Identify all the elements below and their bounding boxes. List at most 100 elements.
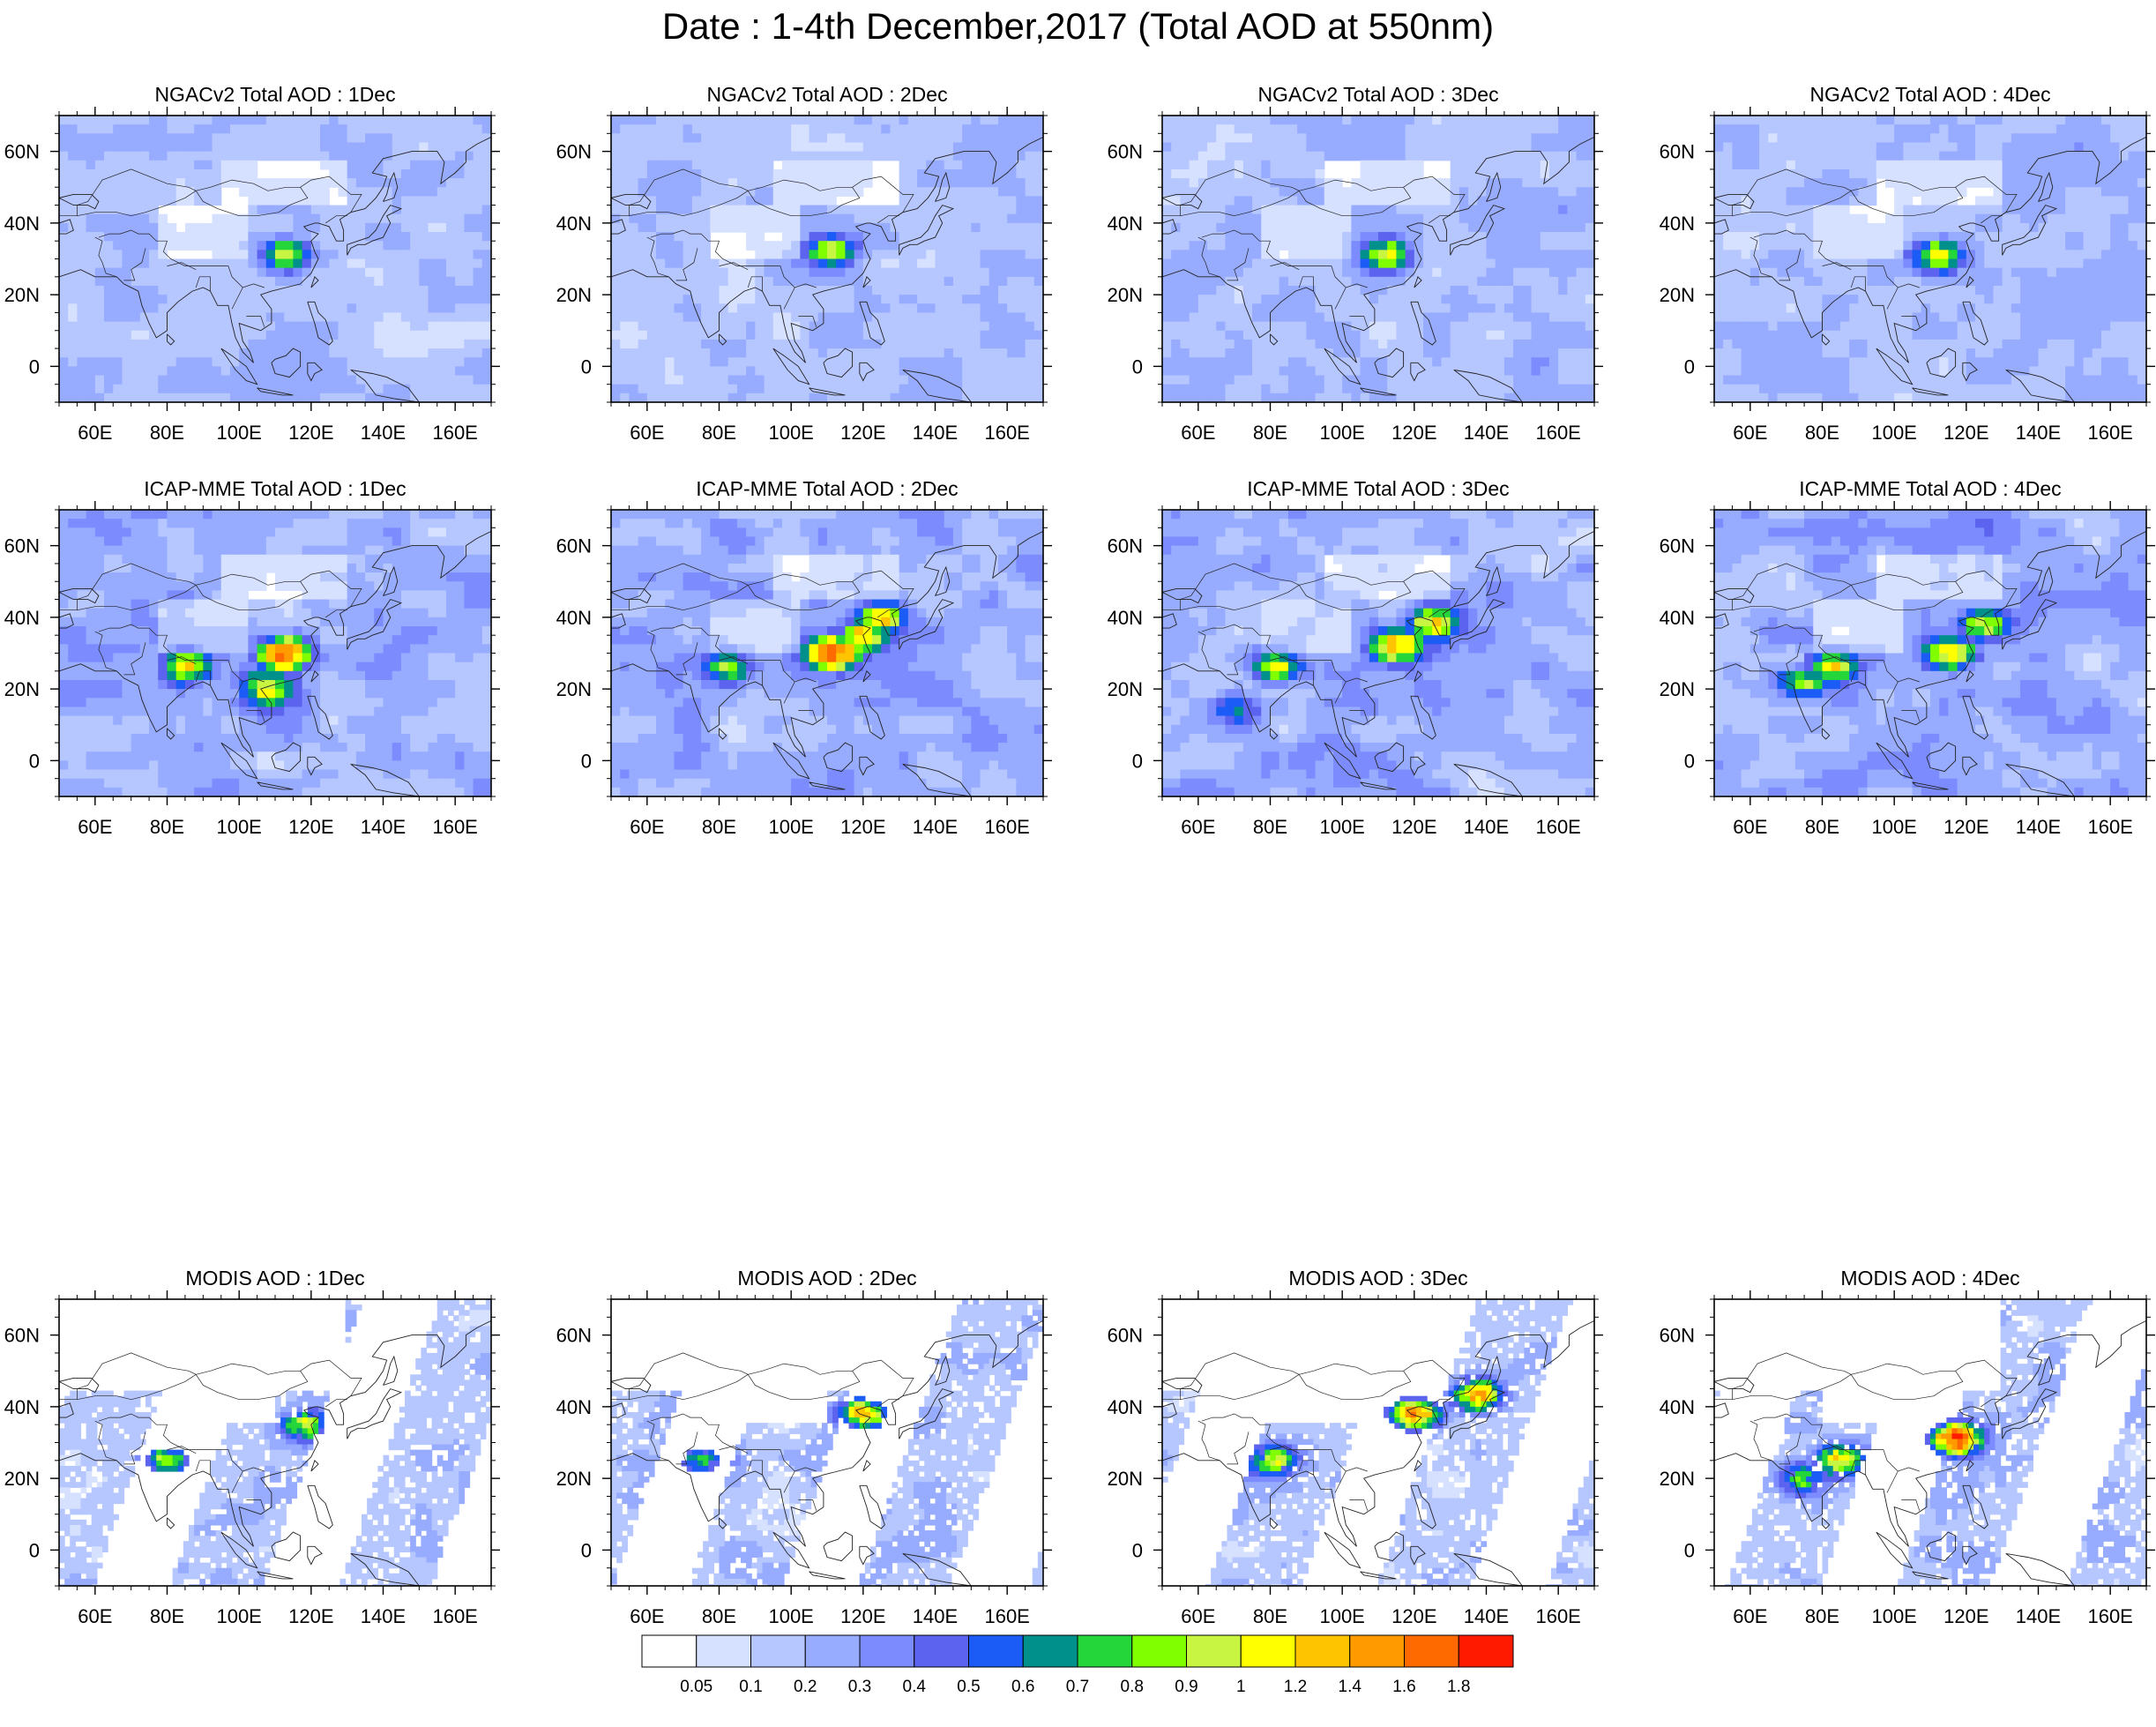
lat-tick-label: 20N (1660, 1468, 1695, 1490)
lon-tick-label: 60E (78, 1605, 112, 1627)
lon-tick-label: 140E (361, 1605, 406, 1627)
lon-tick-label: 160E (984, 422, 1029, 444)
map-panel: ICAP-MME Total AOD : 3Dec 60E 80E 100E 120E 1… (1108, 477, 1603, 838)
panels-layer: NGACv2 Total AOD : 1Dec 60E 80E 100E 120E 140… (4, 83, 2155, 1627)
lon-tick-label: 80E (1805, 422, 1839, 444)
colorbar-label: 0.4 (903, 1678, 927, 1696)
aod-field (1714, 116, 2146, 402)
lat-tick-label: 60N (1660, 141, 1695, 163)
lon-tick-label: 80E (1805, 1605, 1839, 1627)
lat-tick-label: 60N (1108, 141, 1143, 163)
lat-tick-label: 40N (1108, 1396, 1143, 1418)
aod-field (611, 1299, 1043, 1586)
lat-tick-label: 0 (581, 750, 592, 772)
lon-tick-label: 60E (630, 816, 664, 838)
lon-tick-label: 80E (1253, 1605, 1287, 1627)
lon-tick-label: 100E (768, 1605, 813, 1627)
lat-tick-label: 60N (1108, 535, 1143, 557)
colorbar-swatch (859, 1634, 915, 1668)
lon-tick-label: 60E (78, 816, 112, 838)
lat-tick-label: 40N (4, 213, 40, 235)
panel-title: MODIS AOD : 1Dec (185, 1267, 364, 1290)
coastlines (59, 136, 491, 402)
lat-tick-label: 20N (1660, 284, 1695, 306)
panel-title: ICAP-MME Total AOD : 1Dec (144, 477, 406, 500)
lon-tick-label: 60E (1181, 1605, 1215, 1627)
map-panel: ICAP-MME Total AOD : 4Dec 60E 80E 100E 120E 1… (1660, 477, 2155, 838)
colorbar-swatch (1404, 1634, 1459, 1668)
lat-tick-label: 60N (4, 1325, 40, 1347)
lat-tick-label: 40N (556, 213, 592, 235)
coastlines (1162, 1320, 1594, 1586)
lon-tick-label: 80E (1253, 816, 1287, 838)
aod-field (59, 116, 491, 402)
colorbar-label: 0.5 (957, 1678, 980, 1696)
lon-tick-label: 80E (1253, 422, 1287, 444)
lat-tick-label: 60N (4, 141, 40, 163)
map-panel: NGACv2 Total AOD : 1Dec 60E 80E 100E 120E 140… (4, 83, 500, 444)
lon-tick-label: 140E (2016, 816, 2061, 838)
lon-tick-label: 160E (432, 422, 477, 444)
colorbar-swatch (1294, 1634, 1351, 1668)
lon-tick-label: 160E (1535, 1605, 1580, 1627)
lon-tick-label: 100E (216, 1605, 261, 1627)
map-panel: NGACv2 Total AOD : 3Dec 60E 80E 100E 120E 140… (1108, 83, 1603, 444)
lon-tick-label: 100E (216, 422, 261, 444)
lon-tick-label: 160E (984, 1605, 1029, 1627)
lon-tick-label: 160E (2087, 1605, 2132, 1627)
lat-tick-label: 40N (556, 1396, 592, 1418)
lat-tick-label: 40N (556, 607, 592, 629)
colorbar: 0.05 0.1 0.2 0.3 0.4 0.5 0.6 0.7 0.8 0.9 1 1.2 1.4 1.… (641, 1634, 1514, 1696)
lon-tick-label: 140E (1464, 422, 1509, 444)
lon-tick-label: 60E (630, 1605, 664, 1627)
lon-tick-label: 100E (1319, 422, 1364, 444)
lon-tick-label: 100E (1871, 422, 1916, 444)
lat-tick-label: 60N (556, 1325, 592, 1347)
lon-tick-label: 160E (432, 1605, 477, 1627)
lat-tick-label: 40N (1108, 213, 1143, 235)
aod-field (611, 116, 1043, 402)
colorbar-swatch (1186, 1634, 1242, 1668)
coastlines (1162, 136, 1594, 402)
colorbar-label: 0.7 (1066, 1678, 1089, 1696)
map-panel: MODIS AOD : 3Dec 60E 80E 100E 120E 140E 160E 60… (1108, 1267, 1603, 1627)
aod-field (1162, 1299, 1594, 1586)
lat-tick-label: 0 (1684, 355, 1695, 378)
panel-title: ICAP-MME Total AOD : 3Dec (1247, 477, 1509, 500)
lat-tick-label: 0 (1684, 1539, 1695, 1561)
colorbar-swatch (1458, 1634, 1514, 1668)
colorbar-swatch (750, 1634, 806, 1668)
lon-tick-label: 160E (432, 816, 477, 838)
lon-tick-label: 160E (1535, 422, 1580, 444)
map-panel: NGACv2 Total AOD : 2Dec 60E 80E 100E 120E 140… (556, 83, 1052, 444)
lon-tick-label: 140E (913, 1605, 958, 1627)
lat-tick-label: 60N (556, 141, 592, 163)
colorbar-label: 0.2 (794, 1678, 817, 1696)
colorbar-label: 1 (1236, 1678, 1246, 1696)
lon-tick-label: 80E (1805, 816, 1839, 838)
coastlines (59, 1320, 491, 1586)
coastlines (1714, 136, 2146, 402)
lon-tick-label: 80E (702, 422, 736, 444)
panel-title: MODIS AOD : 2Dec (737, 1267, 916, 1290)
panel-title: NGACv2 Total AOD : 2Dec (706, 83, 947, 106)
lon-tick-label: 140E (1464, 816, 1509, 838)
colorbar-swatch (1131, 1634, 1187, 1668)
lat-tick-label: 0 (581, 1539, 592, 1561)
figure-title: Date : 1-4th December,2017 (Total AOD at… (661, 5, 1495, 47)
colorbar-label: 0.8 (1121, 1678, 1144, 1696)
map-panel: MODIS AOD : 4Dec 60E 80E 100E 120E 140E 160E 60… (1660, 1267, 2155, 1627)
lon-tick-label: 120E (1391, 816, 1436, 838)
colorbar-label: 1.6 (1392, 1678, 1415, 1696)
panel-title: NGACv2 Total AOD : 1Dec (154, 83, 395, 106)
panel-title: MODIS AOD : 4Dec (1840, 1267, 2019, 1290)
coastlines (611, 1320, 1043, 1586)
lon-tick-label: 140E (2016, 1605, 2061, 1627)
map-panel: MODIS AOD : 1Dec 60E 80E 100E 120E 140E 160E 60… (4, 1267, 500, 1627)
panel-title: ICAP-MME Total AOD : 4Dec (1799, 477, 2061, 500)
lon-tick-label: 120E (1391, 1605, 1436, 1627)
lat-tick-label: 0 (581, 355, 592, 378)
lon-tick-label: 140E (361, 816, 406, 838)
lat-tick-label: 20N (1108, 678, 1143, 700)
